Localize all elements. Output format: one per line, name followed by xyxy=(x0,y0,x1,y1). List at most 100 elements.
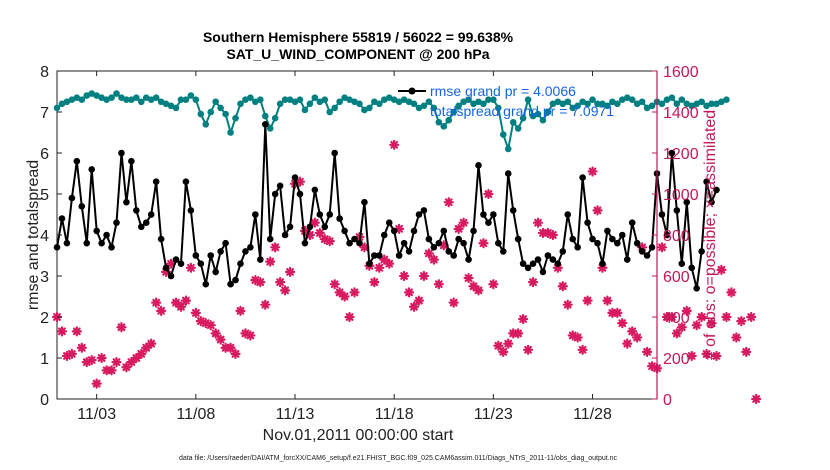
legend-rmse-marker xyxy=(408,87,416,95)
obs-point xyxy=(255,277,266,288)
obs-point xyxy=(106,365,117,376)
obs-point xyxy=(736,316,747,327)
rmse-point xyxy=(490,211,497,218)
totalspread-point xyxy=(425,98,433,106)
obs-point xyxy=(96,352,107,364)
obs-point xyxy=(284,266,296,277)
y-right-tick-label: 1000 xyxy=(663,187,699,204)
totalspread-point xyxy=(341,94,348,101)
rmse-point xyxy=(232,276,239,284)
obs-point xyxy=(265,256,276,267)
obs-point xyxy=(503,338,514,349)
y-axis-right: 0 200 400 600 800 1000 1200 1400 1600 xyxy=(652,64,699,409)
totalspread-point xyxy=(554,98,562,106)
rmse-point xyxy=(276,182,284,190)
obs-point xyxy=(175,301,187,312)
rmse-point xyxy=(648,244,656,251)
rmse-point xyxy=(594,239,601,247)
rmse-point xyxy=(252,211,259,218)
obs-point xyxy=(408,301,420,312)
totalspread-point xyxy=(445,116,453,124)
rmse-point xyxy=(618,231,626,239)
obs-point xyxy=(696,311,707,323)
rmse-point xyxy=(361,198,368,206)
rmse-point xyxy=(703,178,710,185)
chart-subtitle: SAT_U_WIND_COMPONENT @ 200 hPa xyxy=(226,46,489,62)
totalspread-point xyxy=(73,94,81,101)
rmse-point xyxy=(589,235,596,243)
obs-point xyxy=(76,342,87,353)
rmse-point xyxy=(261,121,269,128)
rmse-point xyxy=(584,219,591,226)
obs-point xyxy=(71,326,82,337)
rmse-point xyxy=(222,239,229,247)
rmse-point xyxy=(257,256,264,263)
totalspread-point xyxy=(579,98,586,106)
totalspread-point xyxy=(257,96,264,103)
obs-point xyxy=(384,258,395,269)
y-axis-label-left: rmse and totalspread xyxy=(25,160,42,310)
rmse-point xyxy=(410,227,418,235)
obs-point xyxy=(557,281,568,292)
rmse-point xyxy=(539,268,547,276)
obs-point xyxy=(423,248,435,259)
rmse-point xyxy=(678,260,686,268)
obs-point xyxy=(210,328,221,339)
legend-totalspread-label: totalspread grand pr = 7.0971 xyxy=(430,103,614,119)
totalspread-point xyxy=(609,98,616,106)
obs-point xyxy=(483,188,494,200)
rmse-point xyxy=(177,260,185,268)
rmse-point xyxy=(217,248,224,255)
totalspread-point xyxy=(549,100,557,108)
obs-point xyxy=(518,313,529,325)
obs-point xyxy=(418,270,430,282)
totalspread-point xyxy=(108,94,115,101)
totalspread-point xyxy=(133,94,140,101)
obs-point xyxy=(666,311,677,323)
totalspread-point xyxy=(88,90,96,97)
totalspread-point xyxy=(559,100,567,108)
obs-point xyxy=(329,279,340,290)
obs-point xyxy=(413,295,425,306)
rmse-point xyxy=(514,235,522,243)
totalspread-point xyxy=(78,96,86,103)
rmse-point xyxy=(286,223,294,231)
totalspread-point xyxy=(266,125,274,132)
rmse-point xyxy=(242,248,249,255)
rmse-point xyxy=(78,203,86,210)
y-right-tick-label: 600 xyxy=(663,269,690,286)
obs-point xyxy=(676,322,687,333)
rmse-point xyxy=(311,186,319,194)
obs-point xyxy=(706,318,717,329)
rmse-point xyxy=(480,211,487,218)
rmse-point xyxy=(509,207,517,214)
obs-point xyxy=(746,311,757,323)
totalspread-point xyxy=(281,96,289,103)
rmse-point xyxy=(390,227,398,235)
totalspread-point xyxy=(316,98,324,106)
rmse-point xyxy=(123,198,130,206)
rmse-point xyxy=(475,162,482,169)
rmse-point xyxy=(281,231,289,239)
obs-point xyxy=(527,277,539,288)
obs-point xyxy=(726,287,737,298)
rmse-point xyxy=(450,252,457,259)
rmse-point xyxy=(673,207,681,214)
obs-point xyxy=(433,279,444,290)
rmse-point xyxy=(688,264,696,272)
y-axis-label-right: # of obs: o=possible; ×=assimilated xyxy=(702,110,719,360)
rmse-point xyxy=(638,248,646,255)
rmse-point xyxy=(430,244,438,251)
obs-point xyxy=(111,357,122,368)
rmse-point xyxy=(68,194,76,202)
totalspread-point xyxy=(371,98,378,106)
totalspread-point xyxy=(604,102,611,110)
x-axis: 11/03 11/08 11/13 11/18 11/23 11/28 xyxy=(77,71,612,423)
rmse-point xyxy=(316,211,324,218)
y-axis-left: 0 1 2 3 4 5 6 7 8 xyxy=(40,64,62,409)
rmse-point xyxy=(83,239,91,247)
totalspread-point xyxy=(286,96,294,103)
rmse-point xyxy=(420,207,428,214)
rmse-point xyxy=(53,244,61,251)
